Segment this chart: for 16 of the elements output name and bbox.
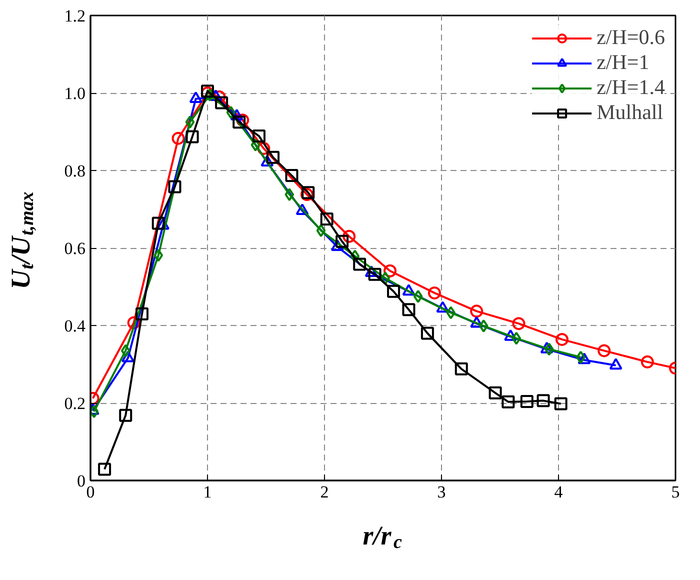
x-tick-label: 2 xyxy=(320,482,329,502)
legend-label: Mulhall xyxy=(596,100,664,125)
y-tick-label: 0.6 xyxy=(64,239,86,258)
legend-label: z/H=1.4 xyxy=(596,75,665,100)
x-tick-label: 3 xyxy=(437,482,446,502)
y-tick-label: 1.0 xyxy=(64,84,86,103)
x-tick-label: 1 xyxy=(203,482,212,502)
legend-label: z/H=1 xyxy=(596,50,650,75)
y-tick-label: 0.2 xyxy=(64,394,86,413)
y-tick-label: 0.8 xyxy=(64,162,86,180)
y-axis-title: Ut/Ut,max xyxy=(6,191,38,290)
y-tick-label: 1.2 xyxy=(64,6,86,26)
x-tick-label: 5 xyxy=(671,482,680,502)
y-tick-label: 0.4 xyxy=(64,316,86,336)
x-tick-label: 4 xyxy=(554,482,564,502)
legend-label: z/H=0.6 xyxy=(596,25,665,50)
